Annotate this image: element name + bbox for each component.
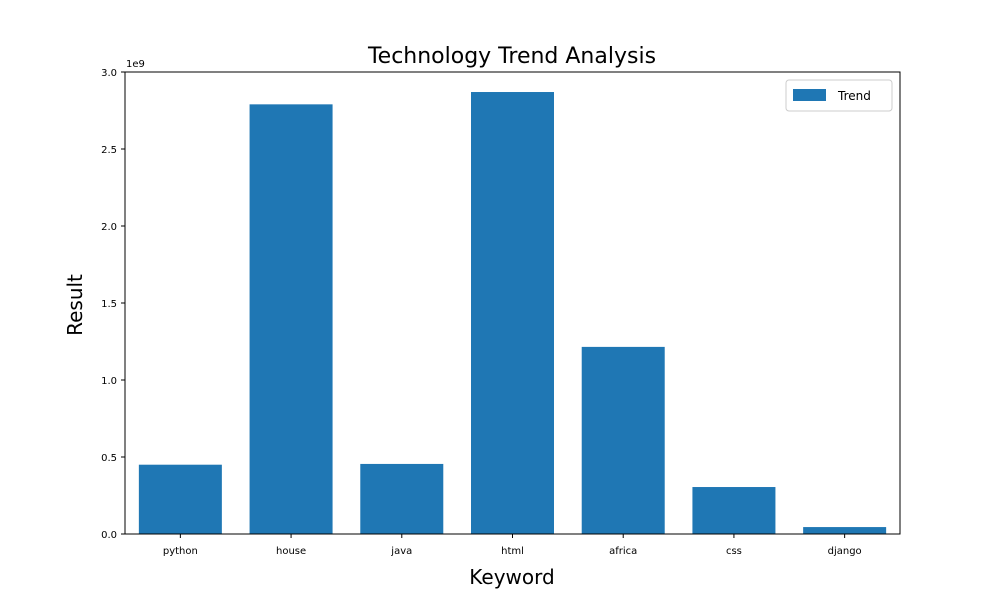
y-tick-label: 0.5 (101, 453, 117, 464)
y-tick-label: 1.0 (101, 376, 117, 387)
x-tick-label: africa (609, 546, 637, 557)
bar-django (803, 527, 887, 534)
x-tick-label: house (276, 546, 306, 557)
y-tick-label: 2.5 (101, 145, 117, 156)
y-axis-multiplier: 1e9 (126, 59, 145, 70)
y-tick-label: 0.0 (101, 530, 117, 541)
legend-label: Trend (837, 89, 871, 103)
plot-area (124, 71, 901, 535)
bar-python (138, 464, 222, 534)
bar-html (471, 92, 554, 535)
legend-frame (785, 79, 893, 112)
y-axis-label: Result (63, 274, 87, 336)
bar-house (249, 104, 333, 534)
x-tick-label: css (726, 546, 742, 557)
y-tick-label: 2.0 (101, 222, 117, 233)
x-tick-label: html (501, 546, 524, 557)
legend: Trend (785, 79, 893, 112)
bar-css (692, 487, 776, 534)
x-tick-label: python (163, 546, 198, 557)
bar-africa (581, 346, 665, 534)
x-axis-label: Keyword (469, 565, 554, 589)
x-tick-label: java (390, 546, 412, 557)
x-tick-label: django (828, 546, 862, 557)
legend-swatch (793, 89, 826, 101)
bar-java (360, 463, 444, 534)
y-tick-label: 1.5 (101, 299, 117, 310)
y-tick-label: 3.0 (101, 68, 117, 79)
chart-title: Technology Trend Analysis (367, 44, 656, 69)
